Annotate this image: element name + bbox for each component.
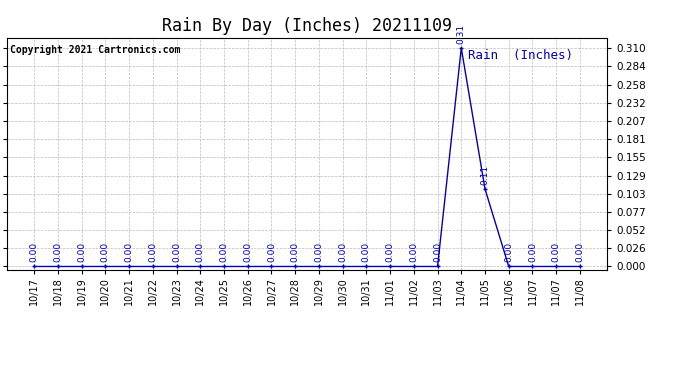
Text: Copyright 2021 Cartronics.com: Copyright 2021 Cartronics.com [10, 45, 180, 54]
Text: 0.00: 0.00 [504, 242, 513, 262]
Text: 0.00: 0.00 [575, 242, 584, 262]
Text: 0.00: 0.00 [148, 242, 157, 262]
Text: 0.00: 0.00 [386, 242, 395, 262]
Text: 0.00: 0.00 [172, 242, 181, 262]
Text: 0.00: 0.00 [528, 242, 537, 262]
Text: 0.00: 0.00 [244, 242, 253, 262]
Text: 0.00: 0.00 [315, 242, 324, 262]
Text: 0.00: 0.00 [30, 242, 39, 262]
Text: 0.00: 0.00 [338, 242, 347, 262]
Text: 0.00: 0.00 [290, 242, 299, 262]
Text: 0.00: 0.00 [409, 242, 418, 262]
Text: 0.31: 0.31 [457, 24, 466, 44]
Title: Rain By Day (Inches) 20211109: Rain By Day (Inches) 20211109 [162, 16, 452, 34]
Text: 0.00: 0.00 [267, 242, 276, 262]
Text: 0.00: 0.00 [125, 242, 134, 262]
Text: Rain  (Inches): Rain (Inches) [469, 49, 573, 62]
Text: 0.00: 0.00 [77, 242, 86, 262]
Text: 0.00: 0.00 [362, 242, 371, 262]
Text: 0.11: 0.11 [480, 165, 489, 185]
Text: 0.00: 0.00 [219, 242, 228, 262]
Text: 0.00: 0.00 [101, 242, 110, 262]
Text: 0.00: 0.00 [433, 242, 442, 262]
Text: 0.00: 0.00 [53, 242, 62, 262]
Text: 0.00: 0.00 [552, 242, 561, 262]
Text: 0.00: 0.00 [196, 242, 205, 262]
